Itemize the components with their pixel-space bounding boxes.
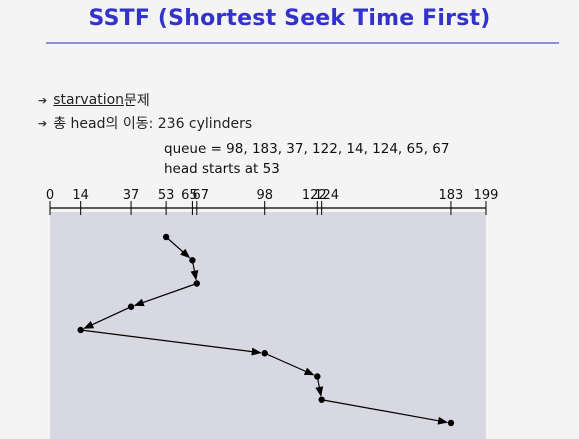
bullet-text: 총 head의 이동: 236 cylinders — [53, 116, 253, 132]
seek-arrow — [80, 329, 262, 356]
seek-arrow — [321, 399, 448, 425]
head-position-dot — [318, 396, 325, 403]
bullet-head-movement: ➔ 총 head의 이동: 236 cylinders — [38, 113, 252, 133]
axis-tick-label: 65 — [181, 188, 198, 203]
axis-tick-label: 98 — [256, 188, 273, 203]
head-position-dot — [77, 326, 84, 334]
seek-arrow — [264, 352, 315, 376]
seek-arrow — [315, 376, 324, 397]
axis-tick-label: 37 — [123, 188, 140, 203]
head-position-dot — [127, 303, 135, 310]
axis-tick-label: 67 — [193, 188, 210, 203]
bullet-text: 문제 — [124, 93, 150, 109]
slide-title: SSTF (Shortest Seek Time First) — [88, 6, 491, 31]
axis-tick-label: 14 — [72, 188, 89, 203]
axis-tick-label: 124 — [314, 188, 339, 203]
head-position-dot — [162, 233, 170, 241]
axis-tick-label: 122 — [302, 188, 327, 203]
head-position-dot — [189, 257, 196, 264]
head-position-dot — [193, 280, 200, 287]
seek-arrow — [190, 260, 199, 281]
title-underline — [46, 42, 559, 44]
arrow-bullet-icon: ➔ — [38, 93, 48, 107]
axis-tick-label: 53 — [158, 188, 175, 203]
head-start-text: head starts at 53 — [164, 161, 280, 177]
arrow-bullet-icon: ➔ — [38, 116, 48, 130]
head-position-dot — [261, 350, 268, 357]
head-position-dot — [447, 419, 455, 427]
axis-tick-label: 0 — [46, 188, 54, 203]
head-path — [77, 233, 455, 427]
axis-tick-label: 199 — [474, 188, 499, 203]
head-position-dot — [314, 373, 321, 380]
queue-text: queue = 98, 183, 37, 122, 14, 124, 65, 6… — [164, 141, 450, 157]
bullet-keyword: starvation — [53, 92, 125, 108]
axis-tick-label: 183 — [439, 188, 464, 203]
seek-arrow — [83, 306, 132, 329]
seek-arrow — [165, 236, 191, 259]
diagram-panel — [50, 212, 486, 439]
seek-arrow — [133, 282, 197, 307]
bullet-starvation: ➔ starvation 문제 — [38, 90, 150, 110]
